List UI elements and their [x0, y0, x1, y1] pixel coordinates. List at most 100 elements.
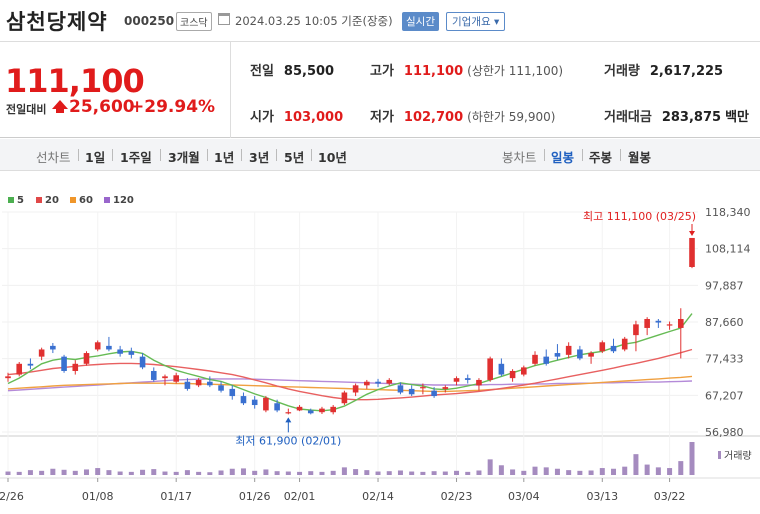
volume-bar	[454, 470, 460, 475]
candle-body	[599, 342, 606, 352]
x-tick-label: 01/08	[82, 490, 114, 503]
period-toolbar: 선차트 1일 1주일 3개월 1년 3년 5년 10년 봉차트 일봉 주봉 월봉	[0, 139, 760, 171]
volume-bar	[476, 470, 482, 475]
open-label: 시가	[250, 110, 274, 125]
candle-body	[83, 353, 90, 364]
line-chart-label: 선차트	[36, 150, 71, 165]
y-tick-label: 97,887	[705, 279, 744, 292]
volume-bar	[465, 471, 471, 475]
volume-bar	[16, 471, 22, 475]
candle-body	[150, 370, 157, 380]
candle-body	[689, 237, 695, 267]
ma5-series-line	[7, 313, 693, 412]
x-tick-label: 03/13	[586, 490, 618, 503]
legend-swatch	[36, 197, 42, 203]
open-value: 103,000	[283, 110, 344, 125]
candle-body	[229, 388, 236, 397]
price-summary: 111,100 전일대비 25,600 +29.94% 전일 85,500 시가 1…	[0, 42, 760, 138]
legend-swatch	[104, 197, 110, 203]
amount-unit: 백만	[725, 110, 749, 125]
volume-bar	[667, 468, 673, 475]
low-arrowhead-icon	[285, 417, 292, 423]
up-arrow-icon	[52, 100, 68, 109]
period-daily[interactable]: 일봉	[551, 150, 575, 165]
lower-limit: (하한가 59,900)	[467, 110, 556, 124]
candle-body	[184, 381, 191, 389]
stock-name: 삼천당제약	[6, 10, 108, 34]
volume-bar	[252, 470, 258, 475]
ma20-series-line	[7, 348, 693, 401]
x-tick-label: 03/22	[654, 490, 686, 503]
volume-bar	[678, 461, 684, 475]
candle-body	[644, 318, 650, 328]
candle-body	[677, 318, 684, 328]
volume-bar	[341, 467, 347, 475]
period-weekly[interactable]: 주봉	[589, 150, 613, 165]
company-overview-dropdown[interactable]: 기업개요 ▾	[446, 12, 506, 31]
volume-legend-swatch	[718, 451, 721, 459]
candle-body	[296, 406, 303, 411]
period-1d[interactable]: 1일	[85, 150, 106, 165]
candle-body	[162, 376, 168, 379]
volume-bar	[498, 465, 504, 475]
x-tick-label: 12/26	[0, 490, 24, 503]
legend-swatch	[8, 197, 14, 203]
candle-body	[218, 385, 224, 391]
candle-body	[195, 379, 202, 386]
candle-body	[307, 410, 314, 414]
period-1y[interactable]: 1년	[214, 150, 235, 165]
candle-body	[16, 363, 23, 375]
candle-body	[139, 356, 146, 368]
market-badge: 코스닥	[176, 12, 212, 31]
x-tick-label: 01/26	[239, 490, 271, 503]
candle-body	[263, 397, 269, 411]
candle-body	[610, 345, 617, 352]
x-tick-label: 02/01	[284, 490, 316, 503]
volume-bar	[184, 470, 190, 475]
volume-bar	[633, 454, 639, 475]
high-label: 고가	[370, 64, 394, 79]
toolbar-separator	[311, 149, 312, 161]
volume-bar	[61, 469, 67, 475]
x-tick-label: 02/23	[441, 490, 473, 503]
legend-label: 60	[79, 195, 93, 206]
low-value: 102,700	[403, 110, 464, 125]
toolbar-separator	[620, 149, 621, 161]
toolbar-separator	[544, 149, 545, 161]
candle-body	[72, 363, 79, 371]
volume-bar	[554, 468, 560, 475]
period-5y[interactable]: 5년	[284, 150, 305, 165]
realtime-button[interactable]: 실시간	[402, 12, 439, 31]
period-1w[interactable]: 1주일	[120, 150, 152, 165]
legend-label: 20	[45, 195, 59, 206]
volume-bar	[274, 471, 280, 475]
volume-bar	[72, 470, 78, 475]
prev-close-label: 전일	[250, 64, 274, 79]
period-3y[interactable]: 3년	[249, 150, 270, 165]
candlestick-chart: 118,340 108,114 97,887 87,660 77,433 67,207 56…	[0, 206, 760, 503]
stock-header: 삼천당제약 000250 코스닥 2024.03.25 10:05 기준(장중)…	[0, 0, 760, 42]
volume-bar	[106, 470, 112, 475]
low-annotation: 최저 61,900 (02/01)	[235, 434, 341, 447]
candle-body	[5, 376, 11, 379]
period-monthly[interactable]: 월봉	[628, 150, 652, 165]
prev-close-value: 85,500	[283, 64, 335, 79]
candle-body	[577, 349, 583, 359]
candle-body	[50, 345, 56, 350]
period-10y[interactable]: 10년	[318, 150, 347, 165]
candle-body	[27, 363, 34, 366]
volume-bar	[409, 471, 415, 475]
trade-amount: 거래대금 283,875 백만	[604, 106, 749, 125]
candle-body	[375, 381, 381, 384]
toolbar-separator	[160, 149, 161, 161]
high-price: 고가 111,100 (상한가 111,100)	[370, 60, 563, 79]
volume-bar	[240, 468, 246, 475]
period-3m[interactable]: 3개월	[168, 150, 200, 165]
candle-body	[453, 378, 460, 382]
candle-body	[251, 399, 258, 406]
candle-body	[521, 367, 527, 375]
candle-body	[588, 353, 594, 357]
candle-body	[666, 324, 673, 326]
volume-bar	[532, 466, 538, 475]
prev-close: 전일 85,500	[250, 60, 334, 79]
